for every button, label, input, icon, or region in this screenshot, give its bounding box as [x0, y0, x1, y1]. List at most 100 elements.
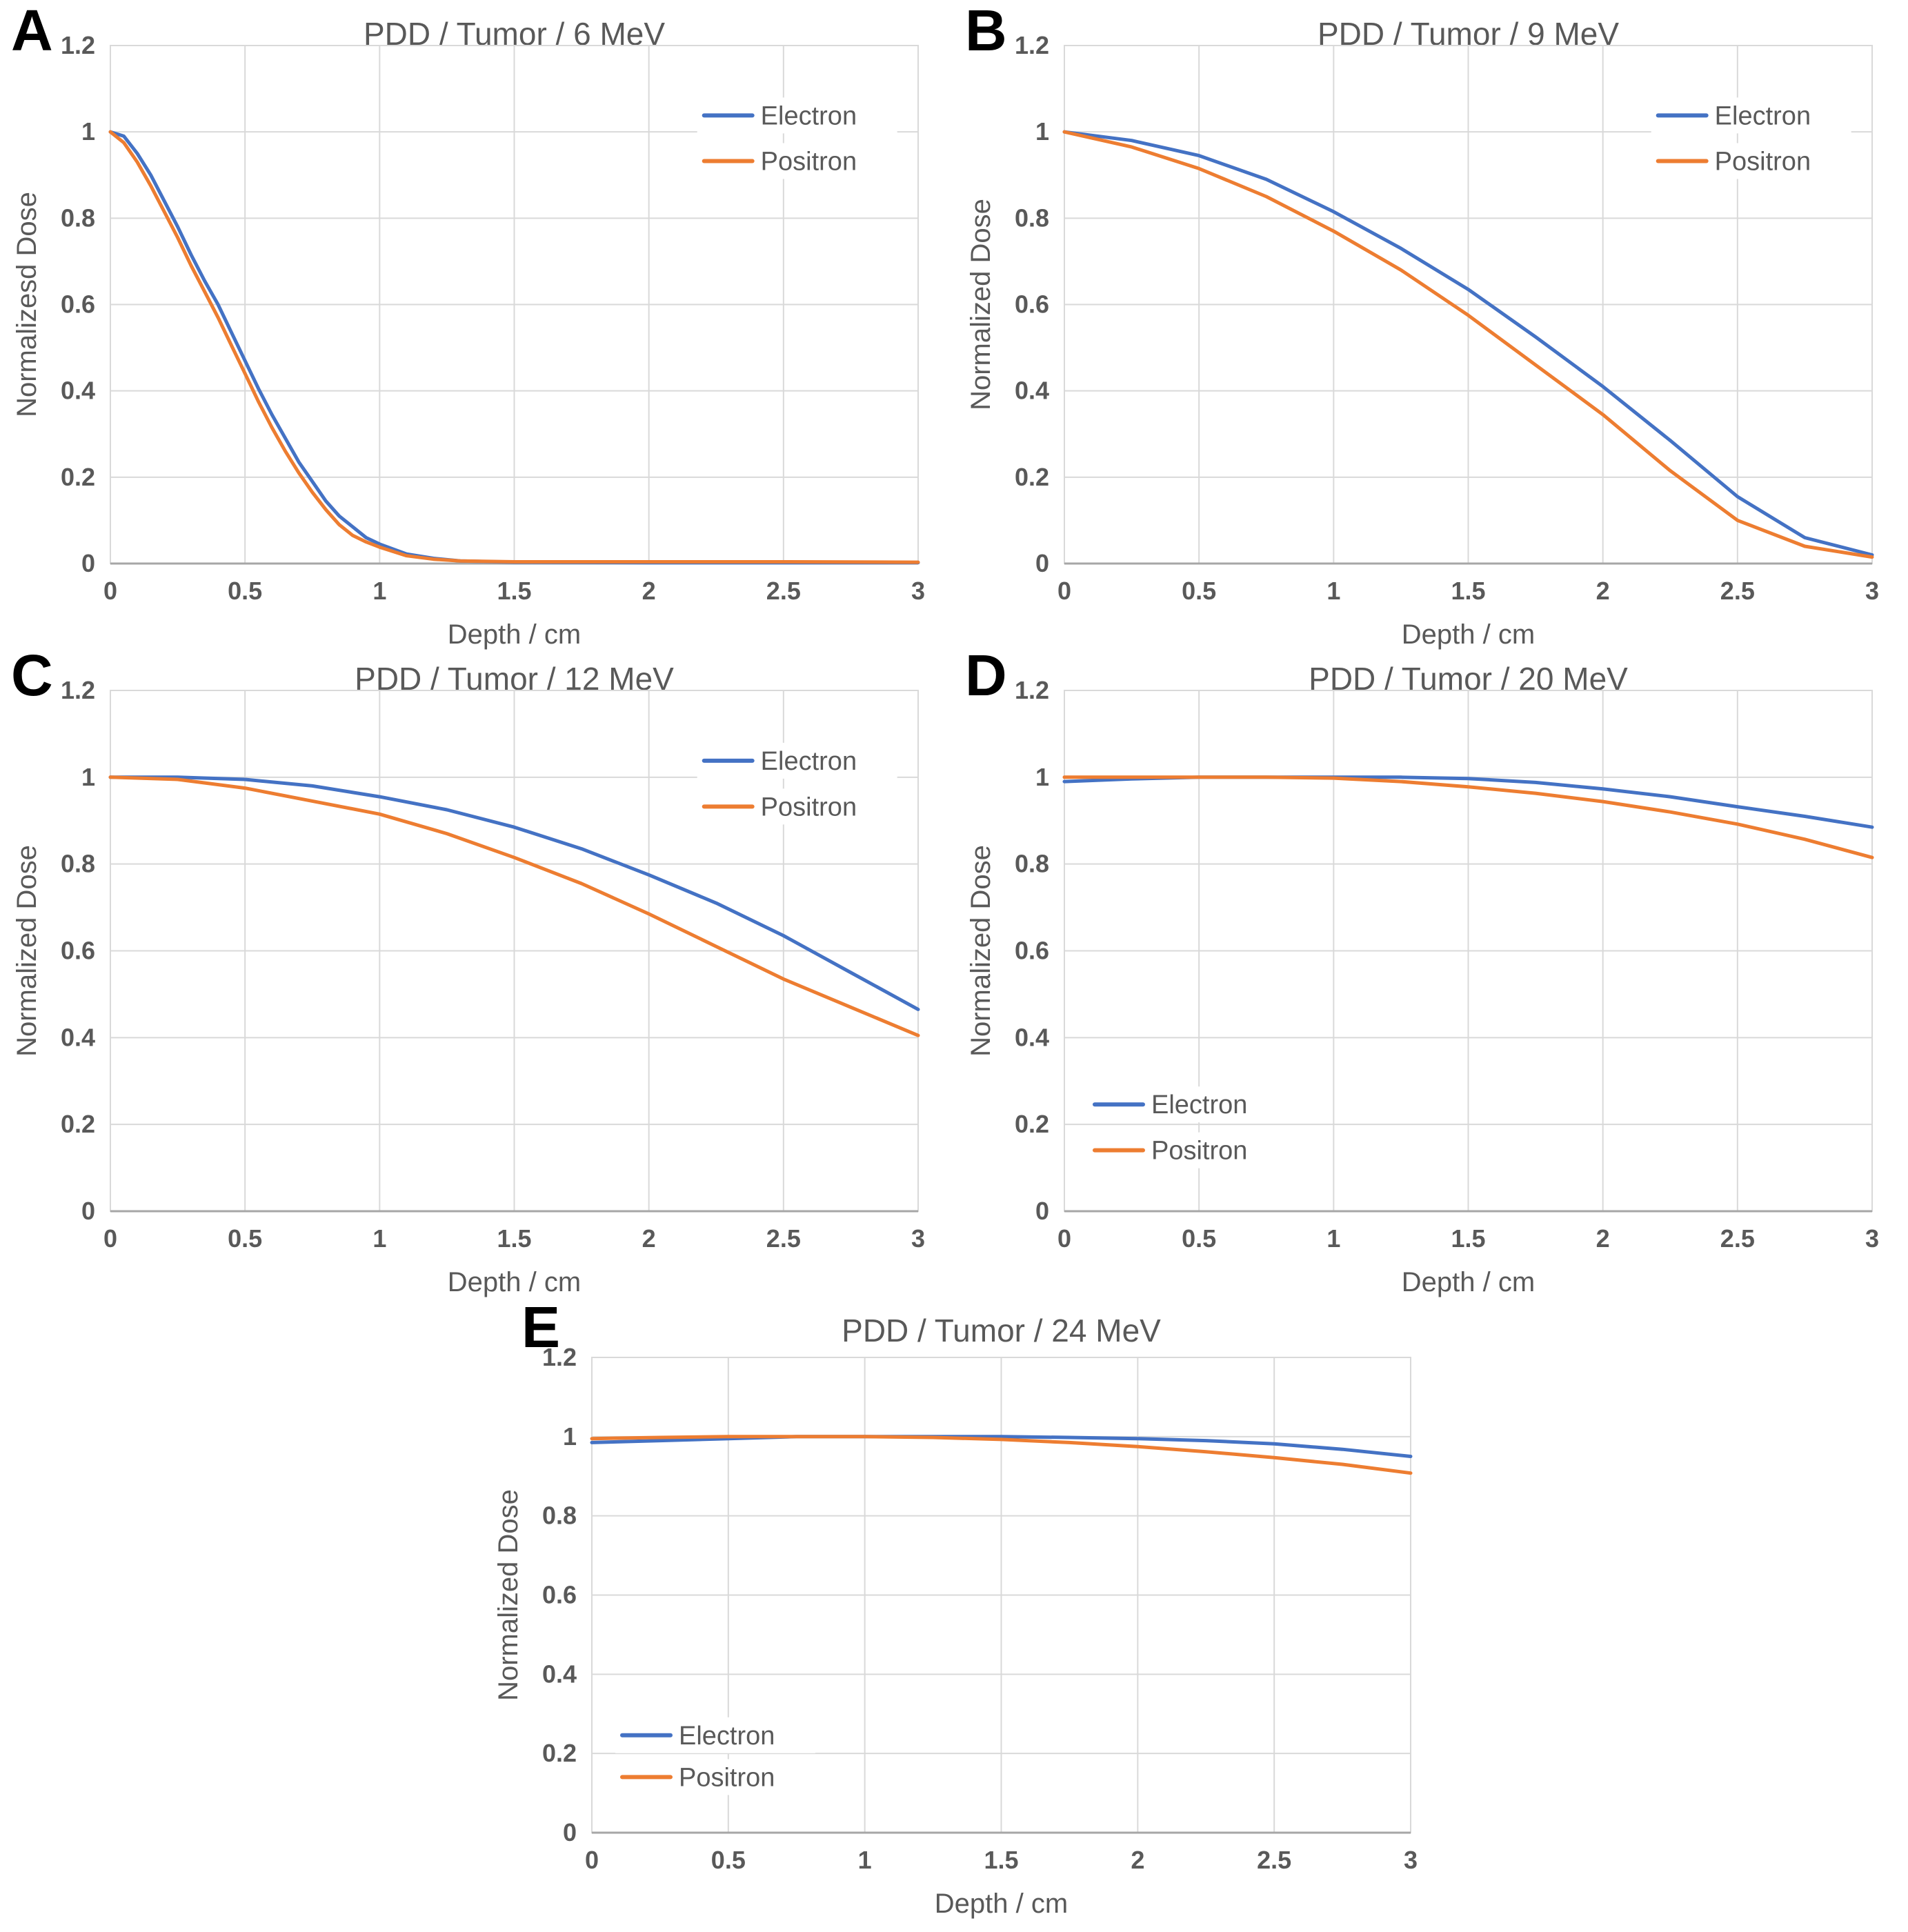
x-tick-label: 0.5 — [1182, 577, 1216, 605]
x-tick-label: 0 — [103, 577, 117, 605]
panel-d: D PDD / Tumor / 20 MeV 0 0.5 1 1.5 2 2.5 3 0 0.2… — [954, 645, 1908, 1297]
y-axis-label: Normalized Dose — [966, 845, 996, 1057]
y-axis-label: Normalizesd Dose — [12, 192, 42, 417]
legend-label-positron: Positron — [761, 147, 857, 176]
x-tick-label: 0.5 — [228, 577, 262, 605]
x-tick-label: 1 — [1326, 1224, 1340, 1253]
x-tick-label: 3 — [1865, 1224, 1879, 1253]
y-tick-label: 0.2 — [61, 463, 95, 491]
chart-title-e: PDD / Tumor / 24 MeV — [842, 1313, 1161, 1348]
x-tick-label: 0.5 — [1182, 1224, 1216, 1253]
y-tick-label: 0.8 — [61, 203, 95, 232]
series-line-electron — [1062, 130, 1874, 557]
y-tick-label: 0.8 — [1015, 850, 1049, 878]
x-tick-label: 0 — [1057, 577, 1071, 605]
y-tick-label: 1 — [81, 763, 95, 791]
y-tick-label: 0 — [563, 1818, 577, 1846]
chart-canvas-d: 0 0.5 1 1.5 2 2.5 3 0 0.2 0.4 0.6 0.8 1 1.2 Depth / cm… — [966, 676, 1879, 1297]
y-tick-label: 0 — [81, 1197, 95, 1225]
x-axis-label: Depth / cm — [1402, 1267, 1535, 1297]
y-tick-label: 1 — [81, 117, 95, 146]
y-tick-label: 0.4 — [1015, 377, 1049, 405]
panel-letter-a: A — [11, 0, 53, 63]
y-tick-label: 1 — [1035, 117, 1049, 146]
panel-c: C PDD / Tumor / 12 MeV 0 0.5 1 1.5 2 2.5 3 0 0.2… — [0, 645, 954, 1297]
y-tick-label: 0 — [1035, 549, 1049, 577]
x-tick-label: 2.5 — [766, 1224, 801, 1253]
y-tick-label: 0.2 — [1015, 463, 1049, 491]
y-tick-label: 0.6 — [1015, 937, 1049, 965]
series-line-electron — [108, 775, 920, 1011]
x-tick-label: 0 — [1057, 1224, 1071, 1253]
x-tick-label: 1.5 — [497, 1224, 531, 1253]
panel-b: B PDD / Tumor / 9 MeV 0 0.5 1 1.5 2 2.5 3 0 0.2 0… — [954, 0, 1908, 650]
x-tick-label: 1 — [1326, 577, 1340, 605]
y-tick-label: 1 — [563, 1422, 577, 1451]
y-tick-label: 0.2 — [542, 1739, 577, 1767]
chart-canvas-a: 0 0.5 1 1.5 2 2.5 3 0 0.2 0.4 0.6 0.8 1 1.2 Depth / cm… — [12, 31, 925, 650]
series-line-positron — [108, 130, 920, 564]
y-tick-label: 0.6 — [61, 290, 95, 319]
legend-label-electron: Electron — [679, 1722, 775, 1751]
y-tick-label: 0 — [1035, 1197, 1049, 1225]
x-axis-label: Depth / cm — [935, 1889, 1068, 1919]
y-tick-label: 1.2 — [542, 1343, 577, 1371]
y-axis-label: Normalized Dose — [493, 1489, 524, 1701]
x-tick-label: 2.5 — [1257, 1846, 1291, 1874]
x-tick-label: 1 — [858, 1846, 872, 1874]
legend-label-electron: Electron — [761, 101, 857, 130]
x-tick-label: 1.5 — [984, 1846, 1018, 1874]
y-tick-label: 0.8 — [1015, 203, 1049, 232]
y-tick-label: 1.2 — [61, 31, 95, 59]
x-tick-label: 2 — [1131, 1846, 1144, 1874]
legend-label-electron: Electron — [761, 747, 857, 776]
x-tick-label: 3 — [911, 1224, 925, 1253]
legend-label-electron: Electron — [1715, 101, 1811, 130]
chart-canvas-e: 0 0.5 1 1.5 2 2.5 3 0 0.2 0.4 0.6 0.8 1 1.2 Depth / cm… — [493, 1343, 1418, 1919]
x-axis-label: Depth / cm — [448, 619, 581, 650]
chart-canvas-b: 0 0.5 1 1.5 2 2.5 3 0 0.2 0.4 0.6 0.8 1 1.2 Depth / cm… — [966, 31, 1879, 650]
x-tick-label: 0.5 — [711, 1846, 746, 1874]
x-tick-label: 1.5 — [1451, 1224, 1485, 1253]
panel-letter-d: D — [965, 643, 1007, 708]
y-tick-label: 0.4 — [61, 377, 95, 405]
x-tick-label: 1.5 — [1451, 577, 1485, 605]
x-axis-label: Depth / cm — [448, 1267, 581, 1297]
y-axis-label: Normalized Dose — [12, 845, 42, 1057]
y-tick-label: 0.8 — [61, 850, 95, 878]
x-tick-label: 3 — [911, 577, 925, 605]
series-line-positron — [590, 1435, 1413, 1475]
x-tick-label: 1 — [372, 1224, 386, 1253]
legend-label-positron: Positron — [1715, 147, 1811, 176]
x-tick-label: 2.5 — [1720, 577, 1755, 605]
x-tick-label: 2 — [642, 1224, 656, 1253]
panel-a: A PDD / Tumor / 6 MeV 0 0.5 1 1.5 2 2.5 3 0 0.2 0… — [0, 0, 954, 650]
x-tick-label: 3 — [1865, 577, 1879, 605]
y-axis-label: Normalized Dose — [966, 199, 996, 410]
panel-letter-b: B — [965, 0, 1007, 63]
y-tick-label: 1.2 — [1015, 676, 1049, 704]
y-tick-label: 0.4 — [1015, 1023, 1049, 1051]
panel-letter-c: C — [11, 643, 53, 708]
chart-canvas-c: 0 0.5 1 1.5 2 2.5 3 0 0.2 0.4 0.6 0.8 1 1.2 Depth / cm… — [12, 676, 925, 1297]
x-tick-label: 0 — [103, 1224, 117, 1253]
y-tick-label: 0.8 — [542, 1502, 577, 1530]
x-tick-label: 2.5 — [766, 577, 801, 605]
x-tick-label: 2 — [1596, 1224, 1610, 1253]
x-axis-label: Depth / cm — [1402, 619, 1535, 650]
y-tick-label: 0.6 — [61, 937, 95, 965]
x-tick-label: 1.5 — [497, 577, 531, 605]
x-tick-label: 3 — [1404, 1846, 1418, 1874]
y-tick-label: 1.2 — [61, 676, 95, 704]
y-tick-label: 0.4 — [542, 1660, 577, 1688]
series-line-positron — [1062, 130, 1874, 559]
series-line-positron — [108, 775, 920, 1037]
series-line-electron — [590, 1435, 1413, 1458]
y-tick-label: 0 — [81, 549, 95, 577]
x-tick-label: 2 — [642, 577, 656, 605]
legend-label-positron: Positron — [761, 793, 857, 821]
y-tick-label: 0.6 — [1015, 290, 1049, 319]
y-tick-label: 0.4 — [61, 1023, 95, 1051]
x-tick-label: 1 — [372, 577, 386, 605]
